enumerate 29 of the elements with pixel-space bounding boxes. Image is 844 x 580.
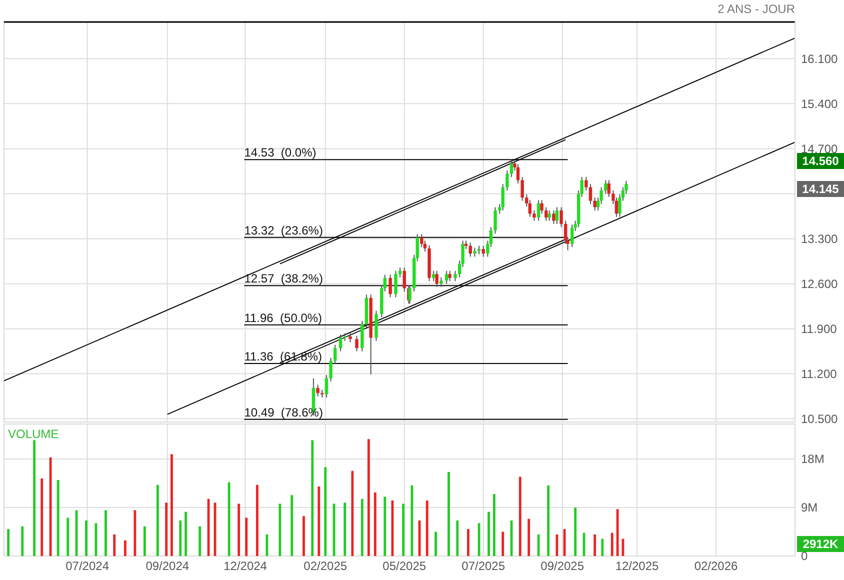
y-tick-label: 9M — [801, 500, 818, 515]
y-tick-label: 18M — [801, 452, 824, 466]
chart-title: VOLUME — [8, 427, 59, 441]
y-tick-label: 12.600 — [801, 276, 838, 291]
y-tick-label: 13.300 — [801, 232, 838, 246]
x-tick-label: 12/2025 — [615, 559, 660, 573]
series-label: 12.57 (38.2%) — [244, 272, 323, 286]
y-tick-label: 16.100 — [801, 52, 838, 66]
x-tick-label: 02/2026 — [694, 559, 738, 573]
series-label: 11.96 (50.0%) — [244, 310, 322, 325]
y-tick-label: 0 — [801, 549, 808, 564]
y-tick-label: 10.500 — [801, 412, 838, 426]
text: 14.560 — [802, 154, 840, 168]
text: 2912K — [802, 537, 839, 552]
y-tick-label: 15.400 — [801, 96, 838, 111]
y-tick-label: 11.900 — [801, 322, 838, 336]
series-label: 14.53 (0.0%) — [244, 146, 316, 160]
x-tick-label: 02/2025 — [304, 559, 348, 573]
x-tick-label: 12/2024 — [224, 559, 268, 573]
text: 14.145 — [802, 182, 840, 196]
series-label: 13.32 (23.6%) — [244, 223, 323, 238]
x-tick-label: 07/2024 — [66, 559, 110, 573]
chart-title: 2 ANS - JOUR — [718, 2, 796, 16]
x-tick-label: 05/2025 — [382, 559, 426, 573]
y-tick-label: 14.700 — [801, 142, 838, 156]
x-tick-label: 09/2024 — [146, 559, 190, 573]
x-tick-label: 09/2025 — [540, 559, 584, 573]
x-tick-label: 07/2025 — [462, 559, 506, 573]
y-tick-label: 11.200 — [801, 366, 838, 381]
